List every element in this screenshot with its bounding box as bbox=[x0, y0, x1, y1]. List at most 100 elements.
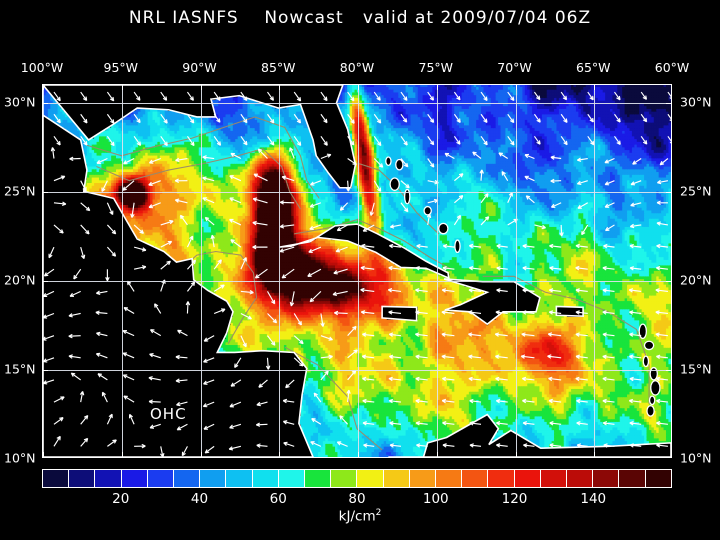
tick-tk-bot bbox=[201, 452, 202, 457]
lon-tick-label-5: 75°W bbox=[418, 60, 453, 75]
tick-tk-top bbox=[201, 85, 202, 90]
colorbar-band-23 bbox=[646, 470, 671, 487]
lon-tick-label-6: 70°W bbox=[497, 60, 532, 75]
colorbar-band-22 bbox=[619, 470, 645, 487]
colorbar-tick-2: 60 bbox=[270, 491, 287, 507]
island-6 bbox=[455, 240, 460, 252]
gridline-parallel-2 bbox=[43, 281, 671, 282]
tick-tk-bot bbox=[279, 452, 280, 457]
colorbar-tick-0: 20 bbox=[112, 491, 129, 507]
tick-tk-top bbox=[358, 85, 359, 90]
island-13 bbox=[647, 406, 654, 416]
colorbar-band-19 bbox=[541, 470, 567, 487]
colorbar-band-10 bbox=[305, 470, 331, 487]
tick-tk-bot bbox=[358, 452, 359, 457]
colorbar-tick-5: 120 bbox=[502, 491, 528, 507]
colorbar-band-18 bbox=[515, 470, 541, 487]
island-11 bbox=[651, 381, 660, 395]
tick-tk-top bbox=[122, 85, 123, 90]
figure-title: NRL IASNFS Nowcast valid at 2009/07/04 0… bbox=[0, 8, 720, 28]
tick-tk-bot bbox=[43, 452, 44, 457]
tick-tk-top bbox=[437, 85, 438, 90]
tick-tk-left bbox=[43, 192, 48, 193]
colorbar-band-12 bbox=[357, 470, 383, 487]
colorbar-band-5 bbox=[174, 470, 200, 487]
colorbar-band-21 bbox=[593, 470, 619, 487]
field-name-label: OHC bbox=[150, 405, 187, 423]
colorbar-band-1 bbox=[69, 470, 95, 487]
colorbar-tick-1: 40 bbox=[191, 491, 208, 507]
lat-tick-label-4: 10°N bbox=[4, 451, 36, 466]
colorbar-band-9 bbox=[279, 470, 305, 487]
colorbar-band-3 bbox=[122, 470, 148, 487]
colorbar-band-15 bbox=[436, 470, 462, 487]
lat-tick-label-4: 10°N bbox=[680, 451, 712, 466]
lat-tick-label-1: 25°N bbox=[680, 183, 712, 198]
ohc-nowcast-figure: NRL IASNFS Nowcast valid at 2009/07/04 0… bbox=[0, 0, 720, 540]
colorbar-band-7 bbox=[226, 470, 252, 487]
island-0 bbox=[386, 157, 391, 165]
tick-tk-top bbox=[594, 85, 595, 90]
island-5 bbox=[439, 223, 448, 233]
lon-tick-label-2: 90°W bbox=[182, 60, 217, 75]
colorbar-band-16 bbox=[462, 470, 488, 487]
gridline-meridian-4 bbox=[358, 85, 359, 457]
tick-tk-bot bbox=[437, 452, 438, 457]
colorbar-band-0 bbox=[43, 470, 69, 487]
tick-tk-left bbox=[43, 370, 48, 371]
lat-tick-label-3: 15°N bbox=[4, 361, 36, 376]
ohc-field-raster bbox=[43, 85, 671, 457]
tick-tk-bot bbox=[122, 452, 123, 457]
lat-tick-label-0: 30°N bbox=[4, 94, 36, 109]
gridline-parallel-0 bbox=[43, 103, 671, 104]
tick-tk-left bbox=[43, 281, 48, 282]
island-2 bbox=[390, 178, 399, 190]
tick-tk-bot bbox=[516, 452, 517, 457]
lat-tick-label-3: 15°N bbox=[680, 361, 712, 376]
colorbar-band-8 bbox=[253, 470, 279, 487]
gridline-parallel-1 bbox=[43, 192, 671, 193]
colorbar-band-13 bbox=[384, 470, 410, 487]
island-7 bbox=[639, 324, 646, 338]
lat-tick-label-0: 30°N bbox=[680, 94, 712, 109]
lon-tick-label-8: 60°W bbox=[655, 60, 690, 75]
island-9 bbox=[643, 356, 648, 366]
tick-tk-top bbox=[43, 85, 44, 90]
lat-tick-label-2: 20°N bbox=[4, 272, 36, 287]
colorbar-unit-label: kJ/cm2 bbox=[0, 508, 720, 525]
map-plot-area[interactable]: OHC bbox=[42, 84, 672, 458]
colorbar-band-6 bbox=[200, 470, 226, 487]
colorbar-band-2 bbox=[95, 470, 121, 487]
tick-tk-top bbox=[279, 85, 280, 90]
map-canvas: OHC bbox=[43, 85, 671, 457]
colorbar-band-11 bbox=[331, 470, 357, 487]
gridline-meridian-3 bbox=[279, 85, 280, 457]
colorbar-tick-6: 140 bbox=[580, 491, 606, 507]
tick-tk-bot bbox=[594, 452, 595, 457]
colorbar[interactable] bbox=[42, 469, 672, 488]
island-4 bbox=[424, 207, 431, 215]
tick-tk-top bbox=[516, 85, 517, 90]
gridline-parallel-3 bbox=[43, 370, 671, 371]
colorbar-tick-3: 80 bbox=[348, 491, 365, 507]
tick-tk-right bbox=[666, 370, 671, 371]
lat-tick-label-2: 20°N bbox=[680, 272, 712, 287]
colorbar-band-17 bbox=[488, 470, 514, 487]
tick-tk-left bbox=[43, 103, 48, 104]
gridline-meridian-1 bbox=[122, 85, 123, 457]
colorbar-tick-4: 100 bbox=[423, 491, 449, 507]
tick-tk-right bbox=[666, 192, 671, 193]
island-12 bbox=[650, 396, 655, 404]
colorbar-unit-main: kJ/cm bbox=[339, 509, 376, 525]
colorbar-band-4 bbox=[148, 470, 174, 487]
lon-tick-label-1: 95°W bbox=[103, 60, 138, 75]
tick-tk-right bbox=[666, 103, 671, 104]
colorbar-unit-exponent: 2 bbox=[376, 508, 382, 518]
island-8 bbox=[644, 341, 653, 349]
gridline-meridian-7 bbox=[594, 85, 595, 457]
lon-tick-label-0: 100°W bbox=[21, 60, 63, 75]
island-1 bbox=[396, 159, 403, 169]
gridline-meridian-2 bbox=[201, 85, 202, 457]
gridline-meridian-5 bbox=[437, 85, 438, 457]
colorbar-band-14 bbox=[410, 470, 436, 487]
